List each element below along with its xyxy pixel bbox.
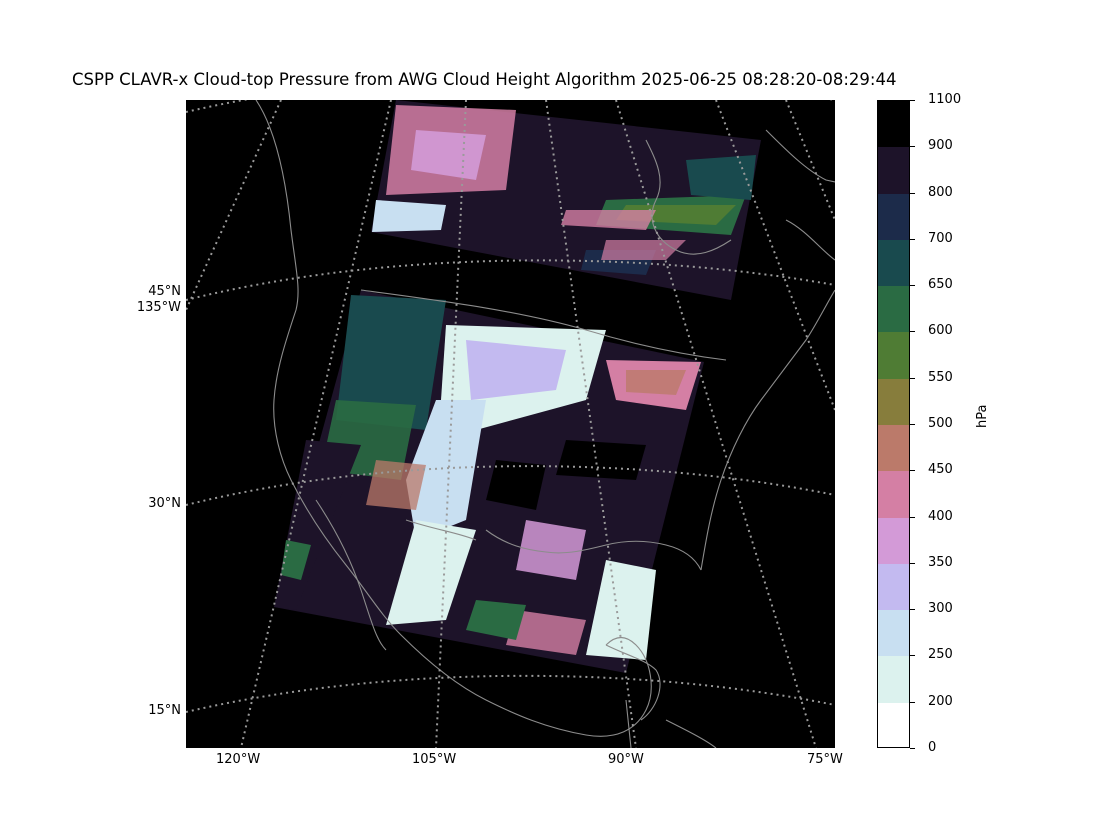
- colorbar-tick: [910, 377, 915, 379]
- colorbar-tick-label: 1100: [928, 92, 962, 107]
- graticule: [186, 100, 835, 748]
- colorbar-tick-label: 600: [928, 323, 953, 339]
- colorbar-segment: [878, 147, 909, 195]
- lon-label-105w: 105°W: [412, 752, 457, 767]
- lat-label-45n: 45°N 135°W: [111, 284, 181, 316]
- colorbar-tick: [910, 331, 915, 333]
- lon-label-75w: 75°W: [807, 752, 843, 767]
- colorbar-segment: [878, 101, 909, 148]
- colorbar-tick-label: 500: [928, 416, 953, 431]
- colorbar-tick: [910, 748, 915, 749]
- colorbar-tick-label: 400: [928, 508, 953, 524]
- colorbar-tick-label: 0: [928, 740, 937, 755]
- colorbar-tick: [910, 238, 915, 240]
- colorbar-label: hPa: [975, 404, 990, 428]
- colorbar-segment: [878, 332, 909, 380]
- swath-west-cloud: [281, 540, 311, 580]
- lon-label-90w: 90°W: [608, 752, 644, 767]
- lon-label-120w: 120°W: [216, 752, 261, 767]
- colorbar-tick: [910, 516, 915, 518]
- colorbar-tick: [910, 424, 915, 425]
- map-panel: [186, 100, 835, 748]
- colorbar-segment: [878, 239, 909, 287]
- colorbar-segment: [878, 378, 909, 426]
- figure-title: CSPP CLAVR-x Cloud-top Pressure from AWG…: [72, 70, 897, 89]
- colorbar-tick-label: 550: [928, 369, 953, 385]
- lat-label-45n-text: 45°N: [148, 284, 181, 299]
- colorbar-segment: [878, 517, 909, 565]
- colorbar: [877, 100, 910, 748]
- colorbar-tick-label: 700: [928, 230, 953, 246]
- colorbar-tick-label: 250: [928, 647, 953, 663]
- colorbar-tick-label: 800: [928, 184, 953, 200]
- colorbar-tick-label: 900: [928, 138, 953, 154]
- colorbar-tick: [910, 146, 915, 148]
- coastlines: [255, 100, 835, 748]
- colorbar-segment: [878, 563, 909, 611]
- colorbar-tick: [910, 655, 915, 657]
- colorbar-segment: [878, 286, 909, 333]
- colorbar-tick-label: 450: [928, 462, 953, 478]
- colorbar-segment: [878, 193, 909, 241]
- colorbar-tick-label: 300: [928, 601, 953, 617]
- colorbar-tick: [910, 192, 915, 194]
- colorbar-tick: [910, 701, 915, 703]
- colorbar-segment: [878, 610, 909, 657]
- colorbar-tick-label: 200: [928, 693, 953, 709]
- colorbar-segment: [878, 656, 909, 704]
- colorbar-tick: [910, 562, 915, 564]
- swath-main: [274, 290, 704, 673]
- lat-label-30n: 30°N: [148, 496, 181, 511]
- lon-label-135w-text: 135°W: [136, 300, 181, 315]
- colorbar-segment: [878, 471, 909, 519]
- colorbar-tick-label: 350: [928, 554, 953, 570]
- colorbar-segment: [878, 425, 909, 472]
- colorbar-tick: [910, 470, 915, 472]
- lat-label-15n: 15°N: [148, 703, 181, 718]
- colorbar-tick: [910, 100, 915, 101]
- colorbar-tick: [910, 609, 915, 611]
- colorbar-tick: [910, 285, 915, 287]
- map-svg: [186, 100, 835, 748]
- colorbar-segment: [878, 702, 909, 747]
- colorbar-tick-label: 650: [928, 277, 953, 293]
- swath-north: [371, 100, 761, 300]
